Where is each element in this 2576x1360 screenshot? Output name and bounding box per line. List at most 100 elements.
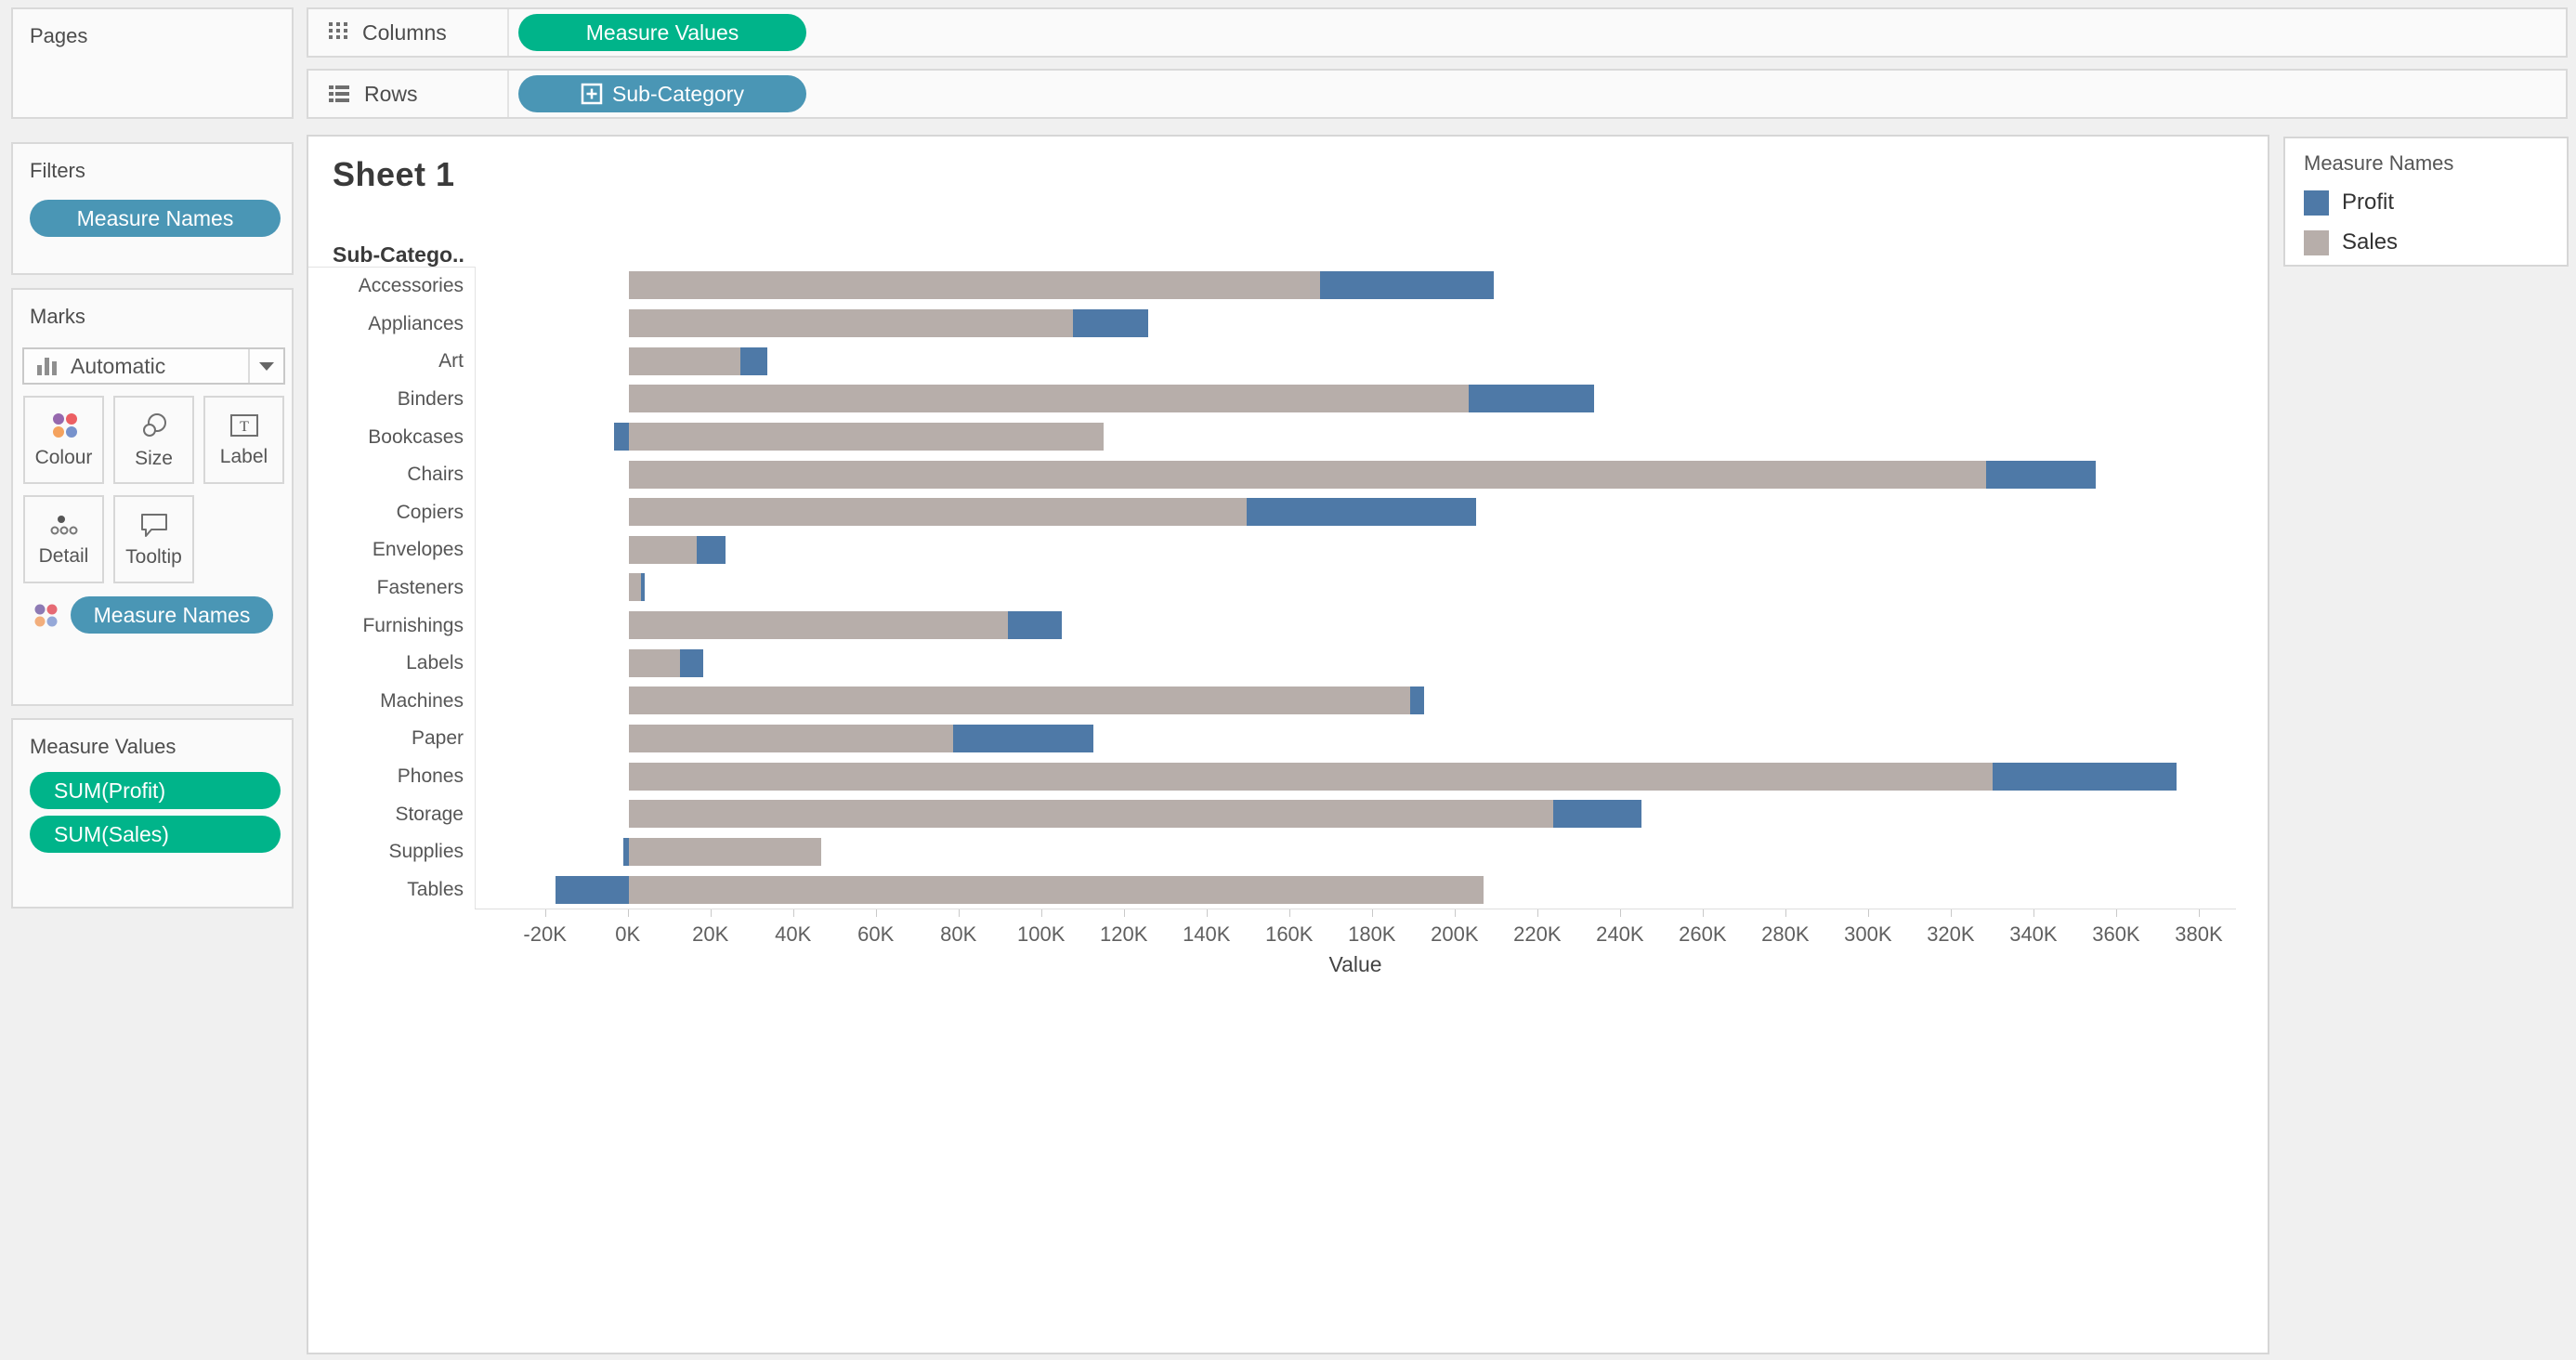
axis-tick-mark [1950, 909, 1952, 917]
sales-bar[interactable] [628, 271, 1321, 300]
row-label[interactable]: Paper [411, 727, 464, 750]
legend-item[interactable]: Profit [2304, 190, 2567, 216]
sales-bar[interactable] [628, 725, 953, 752]
row-label[interactable]: Bookcases [368, 425, 464, 448]
table-row [476, 833, 2236, 871]
columns-shelf: Columns Measure Values [307, 7, 2568, 58]
axis-tick-mark [2115, 909, 2117, 917]
row-label[interactable]: Furnishings [362, 614, 464, 636]
sales-bar[interactable] [628, 837, 822, 866]
axis-tick-label: -20K [523, 922, 567, 946]
row-label[interactable]: Storage [395, 803, 464, 825]
chevron-down-icon [259, 361, 274, 371]
profit-bar[interactable] [1072, 308, 1148, 337]
profit-bar[interactable] [1469, 385, 1594, 413]
columns-icon [327, 20, 349, 45]
axis-tick-mark [1785, 909, 1786, 917]
table-row [476, 418, 2236, 456]
row-label[interactable]: Supplies [388, 841, 464, 863]
table-row [476, 720, 2236, 758]
table-row [476, 342, 2236, 380]
axis-tick-label: 100K [1017, 922, 1066, 946]
profit-bar[interactable] [1553, 800, 1641, 829]
table-row [476, 644, 2236, 682]
colour-button[interactable]: Colour [23, 396, 104, 484]
sales-bar[interactable] [628, 422, 1104, 451]
profit-bar[interactable] [1007, 611, 1062, 640]
sales-bar[interactable] [628, 687, 1411, 715]
legend-item[interactable]: Sales [2304, 229, 2567, 255]
sales-bar[interactable] [628, 611, 1008, 640]
profit-bar[interactable] [1992, 762, 2177, 791]
row-label[interactable]: Phones [397, 765, 464, 788]
measure-values-panel-title: Measure Values [30, 735, 177, 758]
row-label[interactable]: Machines [380, 689, 464, 712]
plot-area [475, 267, 2236, 909]
axis-tick-label: 340K [2009, 922, 2058, 946]
profit-bar[interactable] [614, 422, 629, 451]
row-labels-column: Accessories Appliances Art Binders Bookcases… [308, 267, 475, 909]
profit-bar[interactable] [641, 573, 646, 602]
columns-measure-values-pill[interactable]: Measure Values [518, 14, 806, 51]
row-label[interactable]: Copiers [396, 501, 464, 523]
profit-bar[interactable] [696, 535, 726, 564]
marks-measure-names-pill[interactable]: Measure Names [71, 596, 273, 634]
profit-bar[interactable] [623, 837, 629, 866]
marks-panel-title: Marks [30, 305, 85, 328]
mark-type-caret[interactable] [248, 349, 283, 383]
profit-bar[interactable] [1410, 687, 1425, 715]
row-label[interactable]: Fasteners [376, 577, 464, 599]
mark-type-dropdown[interactable]: Automatic [22, 347, 285, 385]
tooltip-button[interactable]: Tooltip [113, 495, 194, 583]
row-label[interactable]: Labels [406, 652, 464, 674]
filters-panel-title: Filters [30, 159, 85, 182]
profit-bar[interactable] [1985, 460, 2096, 489]
sales-bar[interactable] [628, 347, 741, 375]
tooltip-button-label: Tooltip [125, 545, 182, 568]
axis-tick-mark [1123, 909, 1125, 917]
rows-pill-label: Sub-Category [612, 81, 744, 106]
axis-tick-mark [792, 909, 794, 917]
profit-bar[interactable] [555, 875, 629, 904]
profit-bar[interactable] [680, 648, 703, 677]
row-label[interactable]: Envelopes [372, 539, 464, 561]
profit-bar[interactable] [740, 347, 768, 375]
size-button[interactable]: Size [113, 396, 194, 484]
sales-bar[interactable] [628, 535, 697, 564]
sales-bar[interactable] [628, 308, 1073, 337]
row-label[interactable]: Chairs [407, 464, 464, 486]
sales-bar[interactable] [628, 800, 1554, 829]
sales-bar[interactable] [628, 762, 1993, 791]
sales-bar[interactable] [628, 648, 681, 677]
sales-bar[interactable] [628, 573, 642, 602]
table-row [476, 305, 2236, 343]
profit-bar[interactable] [1246, 498, 1477, 527]
axis-tick-label: 300K [1844, 922, 1892, 946]
expand-plus-icon[interactable] [581, 83, 603, 105]
sum-profit-pill[interactable]: SUM(Profit) [30, 772, 281, 809]
filters-measure-names-pill[interactable]: Measure Names [30, 200, 281, 237]
colour-button-label: Colour [34, 446, 93, 468]
sales-bar[interactable] [628, 460, 1986, 489]
sales-bar[interactable] [628, 498, 1247, 527]
sales-bar[interactable] [628, 875, 1484, 904]
sum-sales-pill[interactable]: SUM(Sales) [30, 816, 281, 853]
row-label[interactable]: Appliances [368, 312, 464, 334]
rows-sub-category-pill[interactable]: Sub-Category [518, 75, 806, 112]
size-button-label: Size [135, 447, 173, 469]
size-circles-icon [139, 411, 169, 440]
row-label[interactable]: Art [438, 350, 464, 373]
row-label[interactable]: Binders [397, 388, 464, 411]
label-button[interactable]: T Label [203, 396, 284, 484]
profit-bar[interactable] [1320, 271, 1494, 300]
row-field-header[interactable]: Sub-Catego.. [333, 242, 464, 267]
row-label[interactable]: Accessories [358, 275, 464, 297]
legend-label: Sales [2342, 229, 2399, 255]
profit-bar[interactable] [952, 725, 1094, 752]
sales-bar[interactable] [628, 385, 1470, 413]
row-label[interactable]: Tables [407, 878, 464, 900]
legend-label: Profit [2342, 190, 2395, 215]
legend-swatch [2304, 229, 2329, 255]
axis-tick-mark [1867, 909, 1869, 917]
detail-button[interactable]: Detail [23, 495, 104, 583]
